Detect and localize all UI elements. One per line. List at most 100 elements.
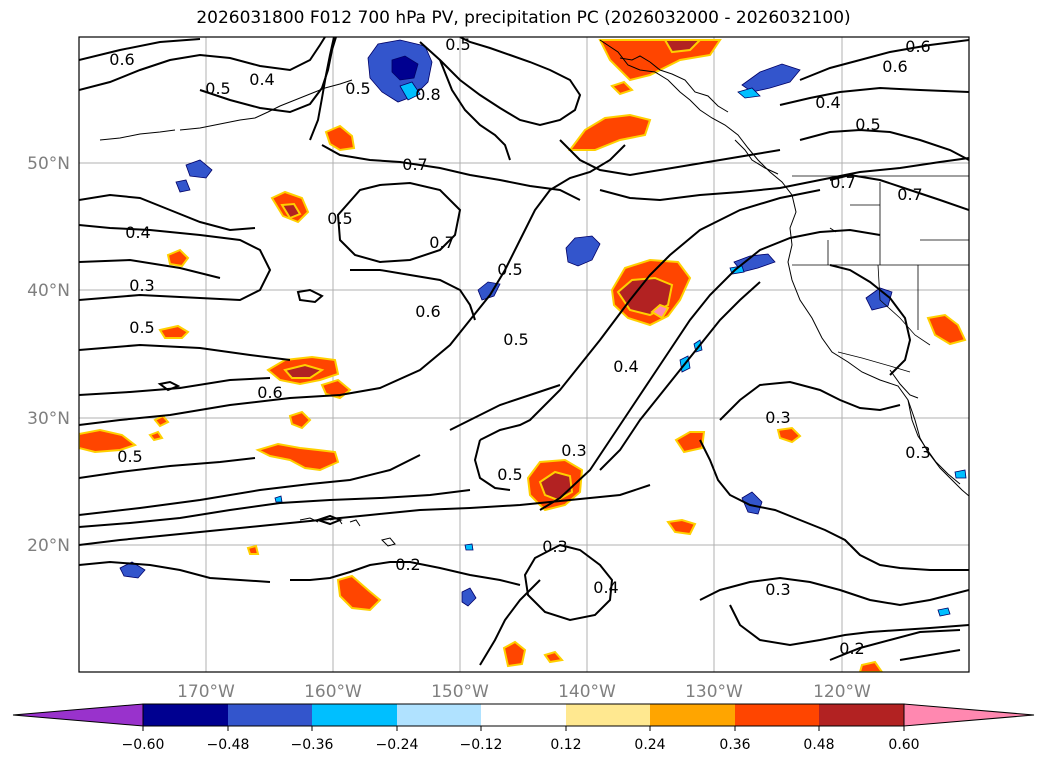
colorbar-segment xyxy=(312,704,397,726)
precip-area xyxy=(399,81,421,101)
contour-label: 0.4 xyxy=(125,223,150,242)
contour-label: 0.6 xyxy=(415,302,440,321)
precip-area xyxy=(166,248,190,268)
lat-label: 20°N xyxy=(27,536,70,556)
precip-area xyxy=(937,607,951,617)
map-panel xyxy=(79,37,969,672)
lon-label: 140°W xyxy=(558,682,616,702)
political-borders xyxy=(792,175,969,373)
precip-area xyxy=(926,313,967,346)
contour-label: 0.5 xyxy=(345,79,370,98)
contour-labels: 0.6 0.5 0.4 0.5 0.8 0.5 0.7 0.6 0.4 0.5 … xyxy=(109,35,930,658)
contour-label: 0.4 xyxy=(815,93,840,112)
colorbar-tick-label: 0.48 xyxy=(803,737,834,753)
pv-small-contours xyxy=(157,288,343,526)
precip-area xyxy=(274,495,283,503)
lon-label: 130°W xyxy=(685,682,743,702)
contour-label: 0.5 xyxy=(497,465,522,484)
lon-label: 150°W xyxy=(431,682,489,702)
precip-area xyxy=(175,179,191,193)
precip-area xyxy=(741,63,801,93)
colorbar-tick-label: −0.24 xyxy=(376,737,419,753)
precip-area xyxy=(502,640,527,668)
precip-area xyxy=(255,442,340,472)
colorbar-segment xyxy=(650,704,735,726)
contour-label: 0.2 xyxy=(395,555,420,574)
lat-label: 30°N xyxy=(27,409,70,429)
lat-label: 40°N xyxy=(27,281,70,301)
contour-label: 0.5 xyxy=(129,318,154,337)
pv-contours xyxy=(79,37,969,666)
precip-area xyxy=(954,469,967,479)
contour-label: 0.2 xyxy=(839,639,864,658)
colorbar-tick-label: 0.36 xyxy=(719,737,750,753)
colorbar-tick-label: −0.60 xyxy=(122,737,165,753)
gridlines xyxy=(79,37,969,672)
contour-label: 0.6 xyxy=(905,37,930,56)
colorbar-tick-label: −0.48 xyxy=(207,737,250,753)
colorbar-segment xyxy=(735,704,819,726)
colorbar-extend-low xyxy=(12,703,144,727)
precip-area xyxy=(336,574,382,612)
precip-area xyxy=(858,660,884,672)
latitude-labels: 50°N 40°N 30°N 20°N xyxy=(27,154,70,556)
precip-area xyxy=(610,80,634,96)
lat-label: 50°N xyxy=(27,154,70,174)
precip-area xyxy=(464,543,474,551)
contour-label: 0.5 xyxy=(445,35,470,54)
lon-label: 170°W xyxy=(177,682,235,702)
precip-area xyxy=(391,55,419,81)
precip-positive-areas xyxy=(79,39,967,672)
precip-area xyxy=(153,414,170,428)
precip-area xyxy=(280,202,302,220)
contour-label: 0.5 xyxy=(327,209,352,228)
lon-label: 120°W xyxy=(813,682,871,702)
colorbar-segment xyxy=(566,704,650,726)
precip-area xyxy=(148,430,164,442)
map-border xyxy=(78,36,970,673)
contour-label: 0.5 xyxy=(497,260,522,279)
colorbar-tick-label: 0.24 xyxy=(634,737,665,753)
precip-negative-areas xyxy=(119,39,967,617)
precip-area xyxy=(461,587,477,607)
colorbar-tick-label: −0.12 xyxy=(460,737,503,753)
precip-area xyxy=(650,303,670,320)
longitude-labels: 170°W 160°W 150°W 140°W 130°W 120°W xyxy=(177,682,871,702)
contour-label: 0.5 xyxy=(503,330,528,349)
contour-label: 0.7 xyxy=(830,173,855,192)
contour-label: 0.8 xyxy=(415,85,440,104)
precip-area xyxy=(283,363,325,379)
contour-label: 0.6 xyxy=(109,50,134,69)
precip-area xyxy=(79,428,138,454)
precip-area xyxy=(663,39,703,54)
contour-label: 0.7 xyxy=(429,233,454,252)
precip-area xyxy=(246,544,260,555)
precip-area xyxy=(865,287,893,311)
colorbar-tick-label: 0.12 xyxy=(550,737,581,753)
colorbar-segment xyxy=(397,704,481,726)
colorbar: −0.60 −0.48 −0.36 −0.24 −0.12 0.12 0.24 … xyxy=(12,703,1035,753)
contour-label: 0.6 xyxy=(882,57,907,76)
contour-label: 0.4 xyxy=(613,357,638,376)
contour-label: 0.6 xyxy=(257,383,282,402)
lon-label: 160°W xyxy=(304,682,362,702)
precip-area xyxy=(598,39,722,82)
colorbar-segment xyxy=(481,704,566,726)
precip-area xyxy=(565,235,601,267)
coastlines xyxy=(99,39,969,547)
contour-label: 0.5 xyxy=(205,79,230,98)
precip-area xyxy=(776,426,802,444)
precip-area xyxy=(288,410,312,430)
colorbar-segment xyxy=(143,704,228,726)
colorbar-extend-high xyxy=(903,703,1035,727)
precip-area xyxy=(324,124,356,152)
precip-area xyxy=(543,650,564,664)
contour-label: 0.7 xyxy=(897,185,922,204)
contour-label: 0.4 xyxy=(593,578,618,597)
contour-label: 0.7 xyxy=(402,155,427,174)
contour-label: 0.3 xyxy=(129,276,154,295)
precip-area xyxy=(737,87,761,99)
precip-area xyxy=(674,431,706,454)
contour-label: 0.5 xyxy=(117,447,142,466)
